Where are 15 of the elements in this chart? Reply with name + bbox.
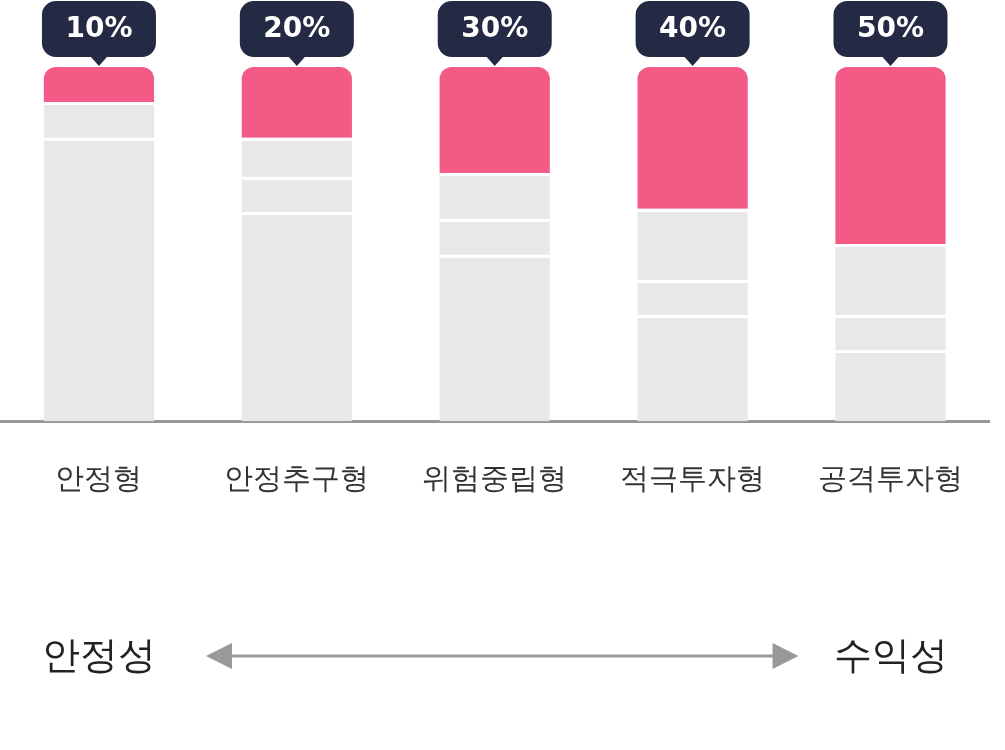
text: 수익성	[833, 633, 948, 679]
x-tick-label: 적극투자형	[620, 461, 766, 496]
bar	[835, 350, 946, 422]
data-label: 50%	[856, 11, 925, 45]
data-label: 40%	[659, 11, 727, 45]
bar	[439, 173, 550, 220]
x-tick-label: 공격투자형	[818, 461, 963, 496]
x-tick-label: 위험중립형	[422, 461, 568, 496]
text: 안정성	[41, 633, 156, 679]
x-tick-label: 안정추구형	[224, 461, 370, 496]
data-label: 30%	[461, 11, 529, 45]
data-label: 10%	[65, 11, 133, 45]
x-tick-label: 안정형	[55, 461, 143, 496]
data-label: 20%	[263, 11, 331, 45]
bar	[241, 212, 352, 422]
